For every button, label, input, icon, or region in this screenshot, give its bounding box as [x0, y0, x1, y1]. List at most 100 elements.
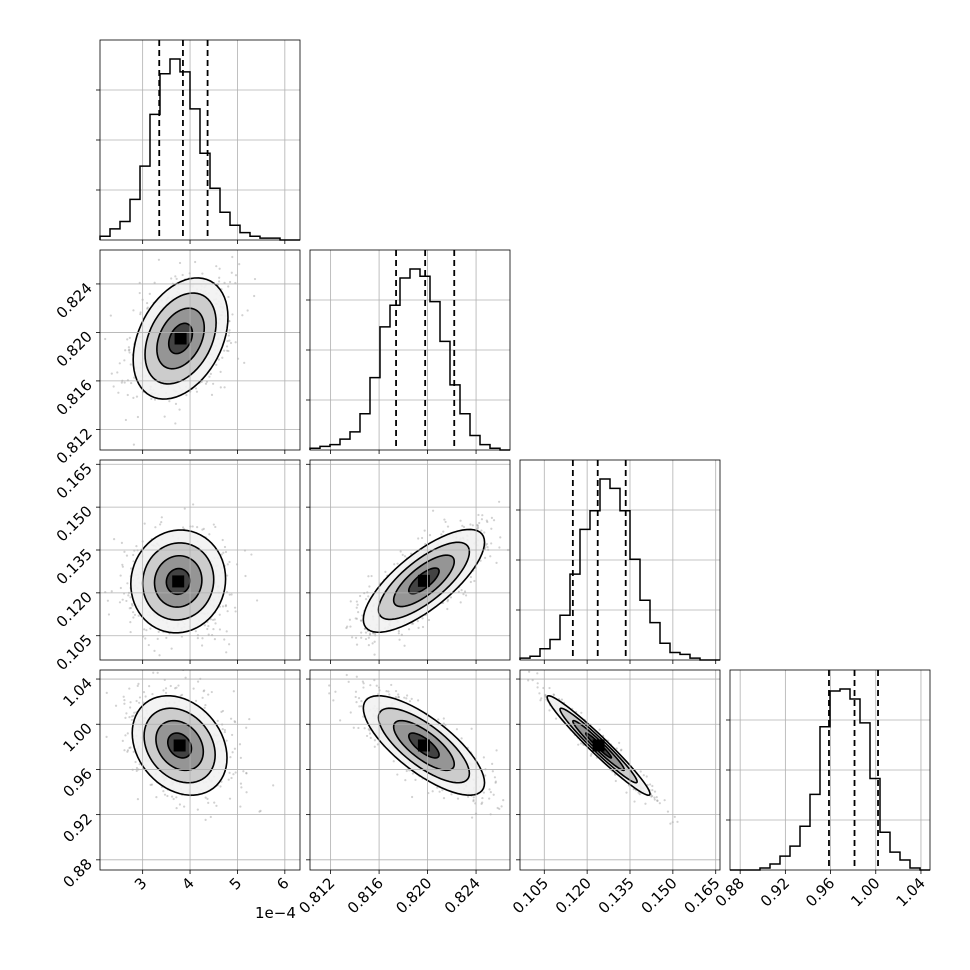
sample-point	[367, 636, 370, 639]
sample-point	[272, 784, 275, 787]
sample-point	[354, 636, 358, 639]
sample-point	[370, 574, 373, 578]
sample-point	[228, 339, 231, 342]
sample-point	[362, 682, 365, 685]
sample-point	[226, 340, 229, 343]
contour-line	[131, 695, 228, 796]
sample-point	[431, 790, 434, 793]
sample-point	[203, 624, 206, 627]
sample-point	[368, 729, 371, 732]
sample-point	[470, 816, 474, 819]
y-tick-label: 0.135	[53, 545, 96, 588]
y-tick-label: 0.820	[53, 328, 96, 371]
sample-point	[580, 711, 583, 714]
sample-point	[221, 605, 225, 608]
sample-point	[496, 806, 499, 810]
sample-point	[144, 695, 147, 698]
sample-point	[227, 349, 230, 353]
sample-point	[143, 522, 146, 525]
sample-point	[384, 570, 387, 574]
sample-point	[144, 637, 147, 640]
sample-point	[128, 336, 131, 339]
sample-point	[396, 773, 399, 776]
sample-point	[223, 730, 226, 734]
sample-point	[220, 710, 223, 713]
sample-point	[150, 783, 154, 786]
sample-point	[240, 786, 243, 789]
sample-point	[204, 704, 207, 707]
sample-point	[467, 795, 470, 798]
sample-point	[136, 684, 139, 687]
sample-point	[653, 790, 657, 793]
sample-point	[207, 693, 210, 696]
contour-line	[377, 707, 471, 784]
sample-point	[447, 598, 450, 601]
sample-point	[416, 620, 419, 623]
sample-point	[132, 750, 135, 753]
sample-point	[194, 630, 197, 633]
sample-point	[457, 590, 460, 593]
sample-point	[153, 398, 157, 401]
sample-point	[202, 690, 205, 693]
sample-point	[114, 704, 118, 707]
x-tick-label: 0.135	[595, 874, 638, 917]
sample-point	[442, 797, 446, 800]
sample-point	[450, 793, 453, 796]
sample-point	[145, 301, 149, 305]
sample-point	[177, 684, 180, 687]
sample-point	[411, 795, 414, 799]
sample-point	[360, 636, 363, 639]
sample-point	[170, 795, 174, 798]
sample-point	[170, 277, 173, 280]
sample-point	[195, 390, 199, 393]
sample-point	[227, 334, 230, 337]
sample-point	[364, 598, 368, 601]
sample-point	[442, 717, 445, 720]
sample-point	[253, 277, 257, 281]
sample-point	[494, 781, 497, 784]
sample-point	[486, 520, 489, 524]
joint-panel-0-1	[104, 255, 257, 446]
sample-point	[489, 555, 492, 558]
sample-point	[373, 653, 376, 656]
sample-point	[577, 743, 580, 746]
sample-point	[125, 712, 128, 715]
sample-point	[498, 546, 501, 549]
sample-point	[427, 618, 431, 622]
contour-line	[559, 707, 638, 784]
sample-point	[207, 625, 210, 628]
sample-point	[228, 593, 231, 596]
sample-point	[129, 606, 133, 610]
sample-point	[229, 717, 233, 720]
sample-point	[137, 614, 140, 617]
sample-point	[130, 715, 134, 718]
sample-point	[485, 519, 488, 522]
sample-point	[352, 726, 355, 729]
sample-point	[625, 791, 628, 794]
sample-point	[146, 307, 149, 310]
sample-point	[221, 728, 224, 731]
sample-point	[126, 732, 129, 735]
sample-point	[215, 804, 218, 807]
sample-point	[119, 586, 122, 590]
sample-point	[128, 351, 131, 354]
panel-content	[328, 673, 505, 819]
sample-point	[156, 671, 159, 674]
sample-point	[154, 526, 157, 529]
sample-point	[242, 770, 245, 773]
sample-point	[359, 619, 363, 622]
sample-point	[228, 643, 231, 646]
sample-point	[230, 593, 233, 596]
sample-point	[181, 526, 185, 529]
density-peak	[592, 739, 605, 752]
sample-point	[401, 553, 404, 556]
sample-point	[349, 600, 352, 603]
sample-point	[223, 386, 226, 389]
contour-line	[584, 732, 613, 759]
sample-point	[134, 760, 137, 764]
sample-point	[495, 561, 498, 564]
y-tick-label: 0.165	[53, 459, 96, 502]
sample-point	[132, 443, 136, 446]
sample-point	[183, 507, 186, 510]
sample-point	[180, 693, 184, 696]
